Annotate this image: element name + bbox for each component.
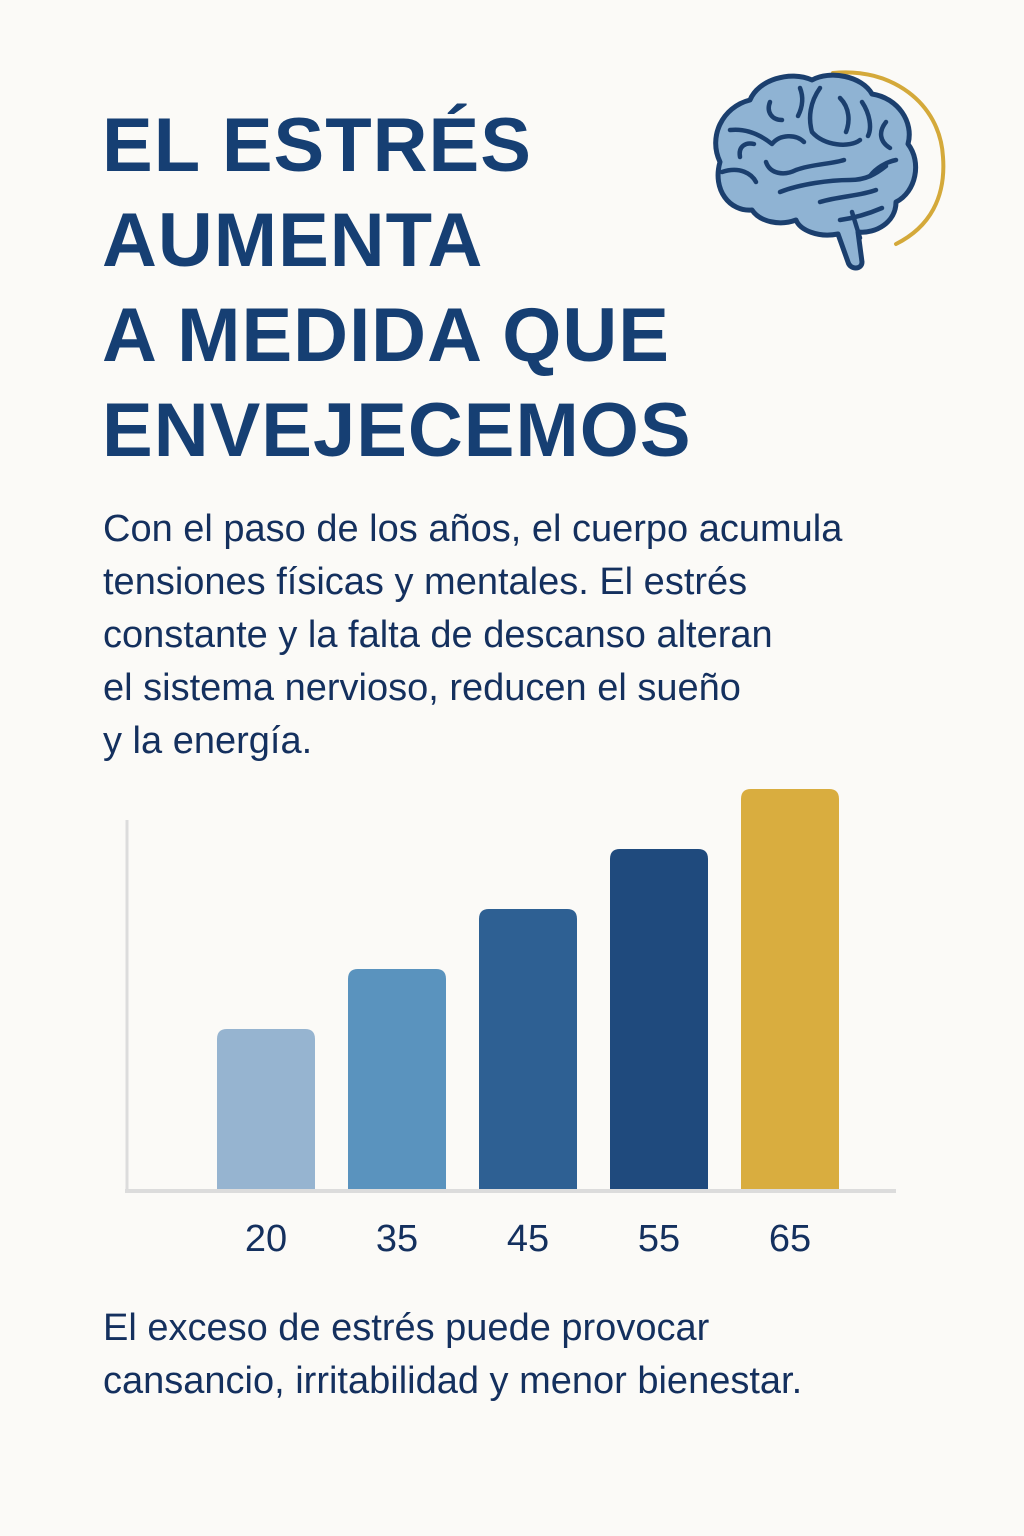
x-tick-label: 35 — [376, 1218, 418, 1260]
title-line: A MEDIDA QUE — [102, 293, 670, 378]
x-tick-label: 20 — [245, 1218, 287, 1260]
brain-shape — [713, 72, 919, 271]
brain-icon — [713, 70, 946, 271]
bar-55 — [610, 849, 708, 1189]
intro-line: y la energía. — [103, 720, 313, 762]
page-title: EL ESTRÉS AUMENTA A MEDIDA QUE ENVEJECEM… — [102, 98, 692, 478]
x-tick-label: 45 — [507, 1218, 549, 1260]
brain-folds — [719, 85, 899, 241]
intro-line: constante y la falta de descanso alteran — [103, 614, 773, 656]
title-line: AUMENTA — [102, 198, 484, 283]
x-tick-label: 55 — [638, 1218, 680, 1260]
intro-line: Con el paso de los años, el cuerpo acumu… — [103, 508, 843, 550]
bar-chart: 20 35 45 55 65 — [125, 789, 896, 1260]
bar-35 — [348, 969, 446, 1189]
intro-paragraph: Con el paso de los años, el cuerpo acumu… — [103, 503, 963, 768]
title-line: ENVEJECEMOS — [102, 388, 692, 473]
bar-65 — [741, 789, 839, 1189]
outro-paragraph: El exceso de estrés puede provocar cansa… — [103, 1302, 963, 1408]
bar-20 — [217, 1029, 315, 1189]
bar-45 — [479, 909, 577, 1189]
accent-arc — [831, 70, 946, 246]
intro-line: el sistema nervioso, reducen el sueño — [103, 667, 741, 709]
title-line: EL ESTRÉS — [102, 103, 532, 188]
x-tick-label: 65 — [769, 1218, 811, 1260]
outro-line: El exceso de estrés puede provocar — [103, 1307, 710, 1349]
outro-line: cansancio, irritabilidad y menor bienest… — [103, 1360, 803, 1402]
intro-line: tensiones físicas y mentales. El estrés — [103, 561, 748, 603]
